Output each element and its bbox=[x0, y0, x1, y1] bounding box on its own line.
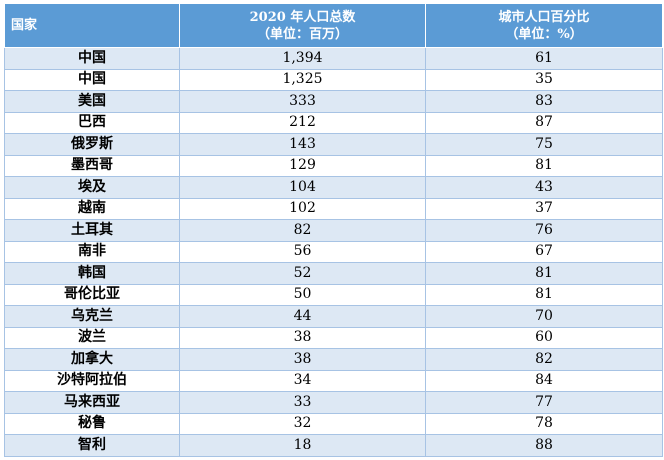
table-body: 中国 1,394 61 中国 1,325 35 美国 333 83 巴西 212 87 俄罗斯 143 75… bbox=[4, 47, 663, 457]
cell-urban: 77 bbox=[425, 391, 663, 414]
cell-urban: 88 bbox=[425, 434, 663, 457]
header-population-line2: （单位：百万） bbox=[256, 26, 348, 42]
cell-urban: 81 bbox=[425, 283, 663, 306]
cell-urban: 70 bbox=[425, 305, 663, 328]
cell-country: 美国 bbox=[4, 90, 180, 113]
cell-country: 智利 bbox=[4, 434, 180, 457]
cell-country: 加拿大 bbox=[4, 348, 180, 371]
table-row: 秘鲁 32 78 bbox=[4, 412, 663, 435]
header-urban-line1: 城市人口百分比 bbox=[498, 9, 590, 25]
cell-urban: 60 bbox=[425, 326, 663, 349]
table-row: 中国 1,325 35 bbox=[4, 68, 663, 91]
cell-country: 哥伦比亚 bbox=[4, 283, 180, 306]
cell-country: 俄罗斯 bbox=[4, 133, 180, 156]
table-container: 国家 2020 年人口总数 （单位：百万） 城市人口百分比 （单位：%） 中国 1… bbox=[4, 3, 663, 457]
table-row: 加拿大 38 82 bbox=[4, 348, 663, 371]
cell-urban: 43 bbox=[425, 176, 663, 199]
cell-urban: 61 bbox=[425, 47, 663, 70]
table-row: 美国 333 83 bbox=[4, 90, 663, 113]
table-row: 韩国 52 81 bbox=[4, 262, 663, 285]
table-row: 乌克兰 44 70 bbox=[4, 305, 663, 328]
table-row: 埃及 104 43 bbox=[4, 176, 663, 199]
cell-country: 马来西亚 bbox=[4, 391, 180, 414]
table-row: 南非 56 67 bbox=[4, 240, 663, 263]
cell-population: 33 bbox=[179, 391, 426, 414]
cell-country: 乌克兰 bbox=[4, 305, 180, 328]
table-row: 沙特阿拉伯 34 84 bbox=[4, 369, 663, 392]
cell-country: 沙特阿拉伯 bbox=[4, 369, 180, 392]
cell-population: 1,325 bbox=[179, 68, 426, 91]
cell-urban: 87 bbox=[425, 111, 663, 134]
cell-population: 129 bbox=[179, 154, 426, 177]
cell-population: 104 bbox=[179, 176, 426, 199]
header-row: 国家 2020 年人口总数 （单位：百万） 城市人口百分比 （单位：%） bbox=[4, 3, 663, 48]
cell-population: 44 bbox=[179, 305, 426, 328]
table-row: 巴西 212 87 bbox=[4, 111, 663, 134]
cell-country: 越南 bbox=[4, 197, 180, 220]
header-country: 国家 bbox=[4, 3, 180, 48]
cell-urban: 81 bbox=[425, 154, 663, 177]
cell-country: 墨西哥 bbox=[4, 154, 180, 177]
cell-population: 333 bbox=[179, 90, 426, 113]
cell-population: 102 bbox=[179, 197, 426, 220]
cell-population: 143 bbox=[179, 133, 426, 156]
cell-population: 82 bbox=[179, 219, 426, 242]
cell-population: 38 bbox=[179, 348, 426, 371]
table-header: 国家 2020 年人口总数 （单位：百万） 城市人口百分比 （单位：%） bbox=[4, 3, 663, 48]
cell-population: 52 bbox=[179, 262, 426, 285]
cell-urban: 78 bbox=[425, 412, 663, 435]
cell-urban: 37 bbox=[425, 197, 663, 220]
cell-population: 38 bbox=[179, 326, 426, 349]
table-row: 越南 102 37 bbox=[4, 197, 663, 220]
cell-population: 18 bbox=[179, 434, 426, 457]
cell-country: 中国 bbox=[4, 68, 180, 91]
header-urban: 城市人口百分比 （单位：%） bbox=[425, 3, 663, 48]
cell-urban: 67 bbox=[425, 240, 663, 263]
header-urban-line2: （单位：%） bbox=[505, 26, 583, 42]
table-row: 智利 18 88 bbox=[4, 434, 663, 457]
cell-country: 南非 bbox=[4, 240, 180, 263]
cell-country: 中国 bbox=[4, 47, 180, 70]
cell-urban: 76 bbox=[425, 219, 663, 242]
cell-population: 34 bbox=[179, 369, 426, 392]
cell-country: 秘鲁 bbox=[4, 412, 180, 435]
cell-country: 波兰 bbox=[4, 326, 180, 349]
table-row: 哥伦比亚 50 81 bbox=[4, 283, 663, 306]
table-row: 墨西哥 129 81 bbox=[4, 154, 663, 177]
table-row: 波兰 38 60 bbox=[4, 326, 663, 349]
cell-urban: 81 bbox=[425, 262, 663, 285]
cell-country: 巴西 bbox=[4, 111, 180, 134]
table-row: 中国 1,394 61 bbox=[4, 47, 663, 70]
cell-population: 212 bbox=[179, 111, 426, 134]
cell-country: 埃及 bbox=[4, 176, 180, 199]
table-row: 土耳其 82 76 bbox=[4, 219, 663, 242]
cell-population: 32 bbox=[179, 412, 426, 435]
cell-urban: 75 bbox=[425, 133, 663, 156]
cell-urban: 84 bbox=[425, 369, 663, 392]
table-row: 马来西亚 33 77 bbox=[4, 391, 663, 414]
cell-population: 1,394 bbox=[179, 47, 426, 70]
population-table: 国家 2020 年人口总数 （单位：百万） 城市人口百分比 （单位：%） 中国 1… bbox=[4, 3, 663, 457]
cell-urban: 35 bbox=[425, 68, 663, 91]
cell-urban: 82 bbox=[425, 348, 663, 371]
header-population: 2020 年人口总数 （单位：百万） bbox=[179, 3, 426, 48]
cell-population: 56 bbox=[179, 240, 426, 263]
cell-country: 土耳其 bbox=[4, 219, 180, 242]
header-population-line1: 2020 年人口总数 bbox=[249, 9, 356, 25]
table-row: 俄罗斯 143 75 bbox=[4, 133, 663, 156]
cell-urban: 83 bbox=[425, 90, 663, 113]
cell-population: 50 bbox=[179, 283, 426, 306]
cell-country: 韩国 bbox=[4, 262, 180, 285]
